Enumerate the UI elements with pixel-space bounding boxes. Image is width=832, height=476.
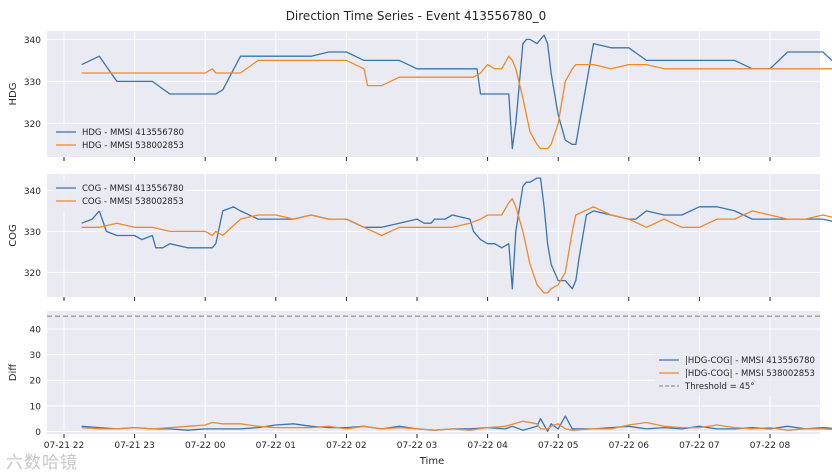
y-tick-label: 320 <box>24 120 41 130</box>
legend-box <box>52 124 186 155</box>
series-line <box>81 420 832 431</box>
y-tick-label: 40 <box>30 325 42 335</box>
legend-label: COG - MMSI 413556780 <box>82 184 184 194</box>
series-line <box>81 55 832 150</box>
legend-label: COG - MMSI 538002853 <box>82 197 184 207</box>
x-tick-label: 07-21 23 <box>114 441 154 451</box>
x-tick-label: 07-22 06 <box>609 441 650 451</box>
y-axis-label: Diff <box>8 363 19 381</box>
legend-label: |HDG-COG| - MMSI 413556780 <box>685 356 815 366</box>
x-tick-label: 07-22 07 <box>679 441 719 451</box>
legend-label: |HDG-COG| - MMSI 538002853 <box>685 369 815 379</box>
series-line <box>81 34 832 150</box>
y-tick-label: 0 <box>35 428 41 438</box>
y-tick-label: 330 <box>24 228 41 238</box>
y-tick-label: 340 <box>24 36 41 46</box>
x-tick-label: 07-22 05 <box>538 441 578 451</box>
y-tick-label: 10 <box>30 402 42 412</box>
figure-title: Direction Time Series - Event 413556780_… <box>286 9 547 23</box>
legend-box <box>52 180 186 211</box>
y-tick-label: 20 <box>30 377 42 387</box>
panel-cog: 320 330 340 COG COG - MMSI 413556780 COG - MM… <box>8 174 832 301</box>
x-tick-label: 07-22 00 <box>185 441 226 451</box>
x-tick-label: 07-22 02 <box>326 441 366 451</box>
x-axis-label: Time <box>419 456 444 467</box>
x-tick-label: 07-22 03 <box>397 441 437 451</box>
legend-label: HDG - MMSI 413556780 <box>82 128 184 138</box>
legend-label: Threshold = 45° <box>684 382 754 392</box>
x-tick-label: 07-21 22 <box>44 441 84 451</box>
panel-diff: 0 10 20 30 40 Diff |HDG-COG| - MMSI 413556780 |… <box>8 311 832 451</box>
y-axis-label: COG <box>8 224 19 247</box>
y-tick-label: 320 <box>24 269 41 279</box>
x-tick-label: 07-22 01 <box>256 441 296 451</box>
y-tick-label: 30 <box>30 351 42 361</box>
legend-box <box>655 352 819 396</box>
watermark-logo: 六数哈镜 <box>6 453 78 473</box>
panel-hdg: 320 330 340 HDG HDG - MMSI 413556780 HDG - MM… <box>8 31 832 161</box>
y-tick-label: 340 <box>24 187 41 197</box>
series-line <box>81 177 832 290</box>
y-axis-label: HDG <box>8 83 19 106</box>
series-line <box>81 197 832 294</box>
legend-label: HDG - MMSI 538002853 <box>82 141 184 151</box>
x-tick-label: 07-22 04 <box>467 441 508 451</box>
x-tick-label: 07-22 08 <box>750 441 791 451</box>
y-tick-label: 330 <box>24 78 41 88</box>
